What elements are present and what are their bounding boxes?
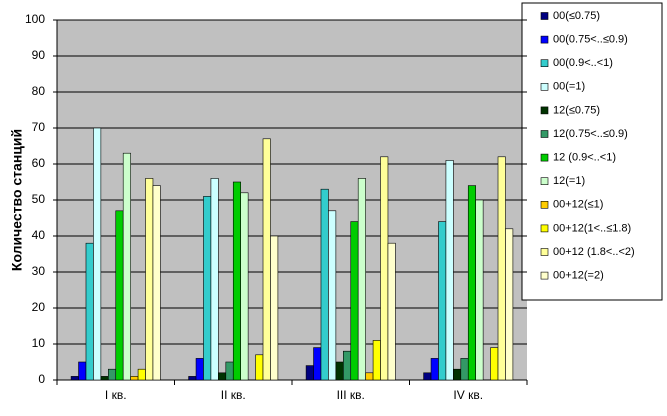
y-tick-label: 60 bbox=[32, 156, 46, 170]
bar bbox=[313, 347, 322, 381]
bar bbox=[335, 361, 344, 381]
bar bbox=[255, 354, 264, 381]
bar bbox=[328, 210, 337, 381]
legend-swatch bbox=[540, 248, 549, 256]
legend-text: 00(0.9<..<1) bbox=[553, 57, 613, 69]
bar bbox=[203, 196, 212, 381]
bar bbox=[70, 376, 79, 381]
bar bbox=[372, 340, 381, 381]
bar bbox=[305, 365, 314, 381]
legend-text: 12(≤0.75) bbox=[553, 104, 600, 116]
bar bbox=[130, 376, 139, 381]
bar bbox=[460, 358, 469, 381]
bar bbox=[85, 242, 94, 381]
y-tick-label: 100 bbox=[25, 12, 45, 26]
y-tick-label: 90 bbox=[32, 48, 46, 62]
bar bbox=[490, 347, 499, 381]
bar bbox=[320, 188, 329, 381]
legend-swatch bbox=[540, 271, 549, 280]
y-tick-label: 0 bbox=[38, 372, 45, 386]
legend-swatch bbox=[540, 130, 549, 138]
legend-text: 12 (0.9<..<1) bbox=[553, 152, 616, 164]
legend-text: 12(=1) bbox=[553, 175, 585, 187]
y-axis-label: Количество станций bbox=[9, 129, 25, 271]
bar bbox=[453, 368, 462, 381]
bar bbox=[240, 192, 249, 381]
bar bbox=[195, 358, 204, 381]
y-tick-label: 20 bbox=[32, 300, 46, 314]
bar bbox=[430, 358, 439, 381]
bar bbox=[262, 138, 271, 381]
bar bbox=[497, 156, 506, 381]
bar bbox=[115, 210, 124, 381]
x-tick-label: III кв. bbox=[337, 388, 365, 402]
x-tick-label: II кв. bbox=[221, 388, 246, 402]
legend-swatch bbox=[540, 106, 549, 115]
legend-swatch bbox=[540, 12, 549, 20]
legend-text: 00+12(≤1) bbox=[553, 199, 603, 211]
bar bbox=[78, 361, 87, 381]
bar bbox=[387, 242, 396, 381]
legend-text: 12(0.75<..≤0.9) bbox=[553, 128, 628, 140]
bar bbox=[357, 178, 366, 381]
bar bbox=[423, 372, 432, 381]
bar bbox=[218, 372, 227, 381]
legend-swatch bbox=[540, 83, 549, 91]
y-tick-label: 40 bbox=[32, 228, 46, 242]
bar bbox=[438, 221, 447, 381]
legend-text: 00+12(1<..≤1.8) bbox=[553, 222, 631, 234]
bar bbox=[225, 361, 234, 381]
bar bbox=[210, 178, 219, 381]
legend-text: 00(=1) bbox=[553, 81, 585, 93]
bar bbox=[145, 178, 154, 381]
bar bbox=[350, 221, 359, 381]
bar bbox=[232, 181, 241, 381]
bar bbox=[380, 156, 389, 381]
y-tick-label: 80 bbox=[32, 84, 46, 98]
legend-swatch bbox=[540, 224, 549, 233]
bar bbox=[188, 376, 197, 381]
legend-swatch bbox=[540, 201, 549, 209]
legend-text: 00+12 (1.8<..<2) bbox=[553, 246, 635, 258]
bar bbox=[365, 372, 374, 381]
x-tick-label: IV кв. bbox=[453, 388, 483, 402]
y-tick-label: 50 bbox=[32, 192, 46, 206]
legend-swatch bbox=[540, 35, 549, 44]
bar bbox=[270, 235, 279, 381]
legend-text: 00(≤0.75) bbox=[553, 10, 600, 22]
bar bbox=[445, 160, 454, 381]
bar bbox=[108, 368, 117, 381]
legend-swatch bbox=[540, 59, 549, 68]
legend-text: 00+12(=2) bbox=[553, 270, 604, 282]
bar bbox=[122, 152, 131, 381]
legend-swatch bbox=[540, 153, 549, 162]
y-tick-label: 30 bbox=[32, 264, 46, 278]
bar bbox=[100, 376, 109, 381]
bar bbox=[137, 368, 146, 381]
bar bbox=[343, 350, 352, 381]
bar bbox=[152, 185, 161, 381]
bar bbox=[467, 185, 476, 381]
bar bbox=[93, 127, 102, 381]
y-tick-label: 10 bbox=[32, 336, 46, 350]
bar bbox=[475, 199, 484, 381]
legend-swatch bbox=[540, 177, 549, 185]
legend-text: 00(0.75<..≤0.9) bbox=[553, 34, 628, 46]
bar bbox=[505, 228, 514, 381]
x-tick-label: I кв. bbox=[105, 388, 127, 402]
y-tick-label: 70 bbox=[32, 120, 46, 134]
